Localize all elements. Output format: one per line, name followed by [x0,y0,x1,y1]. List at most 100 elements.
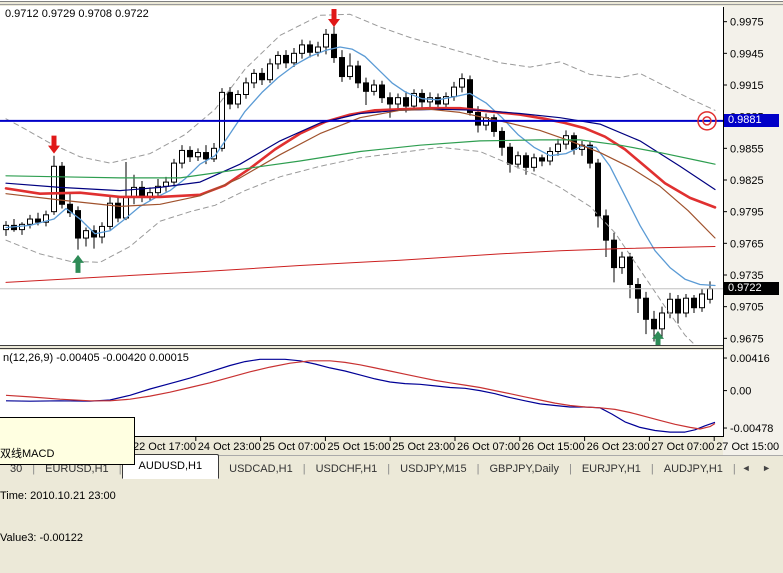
candle-body [83,230,89,239]
candle-up [155,178,161,198]
time-tick-label: 26 Oct 23:00 [587,441,650,453]
candle-up [83,227,89,247]
chart-tab-usdjpy-m15[interactable]: USDJPY,M15 [400,462,467,475]
candle-body [595,162,601,217]
tab-divider: | [732,462,736,475]
candle-body [627,256,633,285]
candle-body [707,288,713,300]
macd-tick-label: 0.00416 [730,353,770,365]
price-chart: 0.99750.99450.99150.98850.98550.98250.97… [0,6,783,455]
tooltip-value: Value3: -0.00122 [0,532,83,544]
hline-price-flag: 0.9881 [724,114,779,127]
macd-tick-label: 0.00 [730,386,751,398]
candle-up [619,251,625,274]
candle-body [435,97,441,105]
candle-body [651,318,657,330]
candle-down [227,87,233,110]
chart-tab-audusd-h1[interactable]: AUDUSD,H1 [121,454,220,479]
candle-body [323,33,329,48]
candle-body [107,202,113,227]
macd-indicator-label: n(12,26,9) -0.00405 -0.00420 0.00015 [3,352,189,364]
signal-circle-icon [702,116,712,126]
macd-layer [5,358,716,433]
candle-body [523,155,529,168]
chart-tab-gbpjpy-daily[interactable]: GBPJPY,Daily [489,462,559,475]
candle-body [155,185,161,194]
ma-green [5,139,716,179]
candle-body [587,144,593,164]
ma-navy [5,108,716,192]
candle-body [251,72,257,84]
candle-body [75,210,81,239]
ma-brown [5,108,716,239]
candle-body [267,63,273,81]
candle-body [643,297,649,320]
price-tick-label: 0.9675 [730,333,764,345]
candle-up [443,92,449,109]
candle-down [187,146,193,163]
candle-body [555,143,561,152]
candle-body [19,223,25,231]
candle-body [275,54,281,65]
candle-up [371,79,377,96]
candle-up [251,69,257,89]
candle-body [403,97,409,107]
candle-body [515,155,521,165]
candle-down [307,40,313,58]
tab-divider: | [650,462,654,475]
candle-body [395,97,401,105]
chart-tab-audjpy-h1[interactable]: AUDJPY,H1 [663,462,723,475]
candle-up [459,73,465,93]
candle-body [699,293,705,309]
chart-tab-usdcad-h1[interactable]: USDCAD,H1 [229,462,293,475]
candle-body [379,84,385,99]
tab-scroll-left-icon[interactable]: ◄ [741,463,751,473]
tab-scroll-right-icon[interactable]: ► [762,463,771,473]
candle-down [643,291,649,335]
candle-down [363,77,369,106]
candle-up [171,158,177,187]
candle-up [235,90,241,109]
overlays-layer [4,13,717,345]
band-lower [5,146,696,345]
candle-body [227,91,233,105]
candle-up [51,155,57,215]
tab-divider: | [118,462,122,475]
candle-down [691,295,697,313]
tab-divider: | [302,462,306,475]
candle-body [539,157,545,162]
candle-body [691,297,697,309]
pane-divider[interactable] [0,346,723,349]
candle-body [499,130,505,148]
candle-body [411,92,417,107]
candle-body [291,52,297,64]
chart-tab-usdchf-h1[interactable]: USDCHF,H1 [315,462,378,475]
candle-down [675,295,681,324]
chart-tab-30[interactable]: 30 [10,462,23,475]
chart-tab-bar: 30 | EURUSD,H1 | AUDUSD,H1 USDCAD,H1 | USDCHF,H… [0,454,783,481]
candle-body [387,97,393,105]
candle-body [123,196,129,219]
price-tick-label: 0.9855 [730,143,764,155]
chart-tab-eurjpy-h1[interactable]: EURJPY,H1 [581,462,641,475]
tab-divider: | [568,462,572,475]
candle-body [611,239,617,269]
chart-tab-eurusd-h1[interactable]: EURUSD,H1 [45,462,109,475]
candle-down [331,24,337,63]
candle-body [675,298,681,314]
ma-thin-red [5,246,716,283]
candle-up [659,306,665,338]
price-tick-label: 0.9735 [730,270,764,282]
candle-down [627,252,633,299]
time-tick-label: 22 Oct 17:00 [133,441,196,453]
tooltip-time: Time: 2010.10.21 23:00 [0,490,116,502]
candle-body [347,65,353,78]
time-tick-label: 24 Oct 23:00 [198,441,261,453]
candle-down [339,50,345,82]
candle-down [499,127,505,156]
candle-body [195,152,201,158]
candle-up [555,138,561,156]
price-tick-label: 0.9945 [730,48,764,60]
candle-body [339,57,345,78]
price-tick-label: 0.9705 [730,302,764,314]
